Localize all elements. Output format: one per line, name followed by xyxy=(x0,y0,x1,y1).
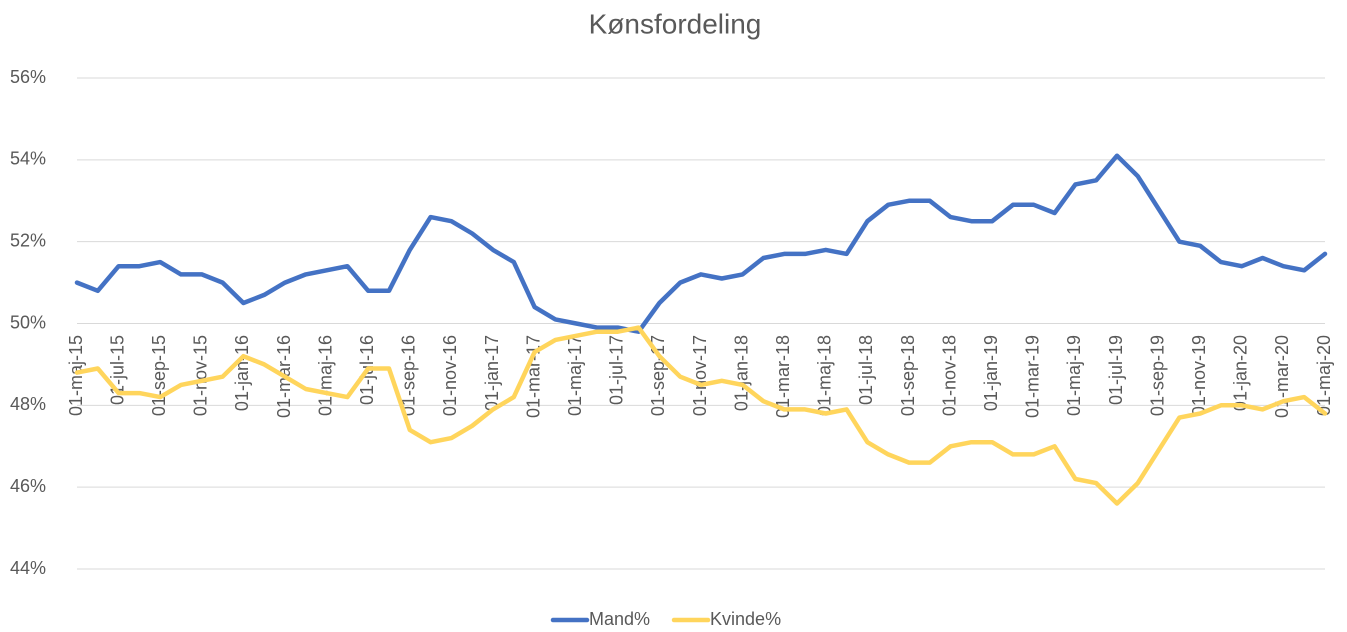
x-tick-label: 01-jan-20 xyxy=(1231,335,1251,411)
x-tick-label: 01-maj-19 xyxy=(1064,335,1084,416)
y-tick-label: 46% xyxy=(10,476,46,496)
legend-label: Mand% xyxy=(589,609,650,629)
y-tick-label: 50% xyxy=(10,312,46,332)
x-tick-label: 01-nov-15 xyxy=(191,335,211,416)
line-series xyxy=(74,325,1328,506)
y-tick-label: 52% xyxy=(10,230,46,250)
x-tick-label: 01-jan-19 xyxy=(981,335,1001,411)
x-tick-label: 01-mar-17 xyxy=(523,335,543,418)
y-tick-label: 54% xyxy=(10,149,46,169)
chart-title: Kønsfordeling xyxy=(589,8,762,39)
x-tick-label: 01-mar-20 xyxy=(1272,335,1292,418)
x-tick-label: 01-sep-15 xyxy=(149,335,169,416)
x-tick-label: 01-jul-17 xyxy=(607,335,627,405)
x-tick-label: 01-maj-15 xyxy=(66,335,86,416)
x-tick-label: 01-nov-19 xyxy=(1189,335,1209,416)
x-tick-label: 01-jan-18 xyxy=(731,335,751,411)
x-tick-label: 01-maj-17 xyxy=(565,335,585,416)
x-tick-label: 01-jan-17 xyxy=(482,335,502,411)
x-tick-label: 01-sep-17 xyxy=(648,335,668,416)
line-series xyxy=(74,153,1328,334)
x-tick-label: 01-nov-16 xyxy=(440,335,460,416)
x-tick-label: 01-mar-18 xyxy=(773,335,793,418)
x-tick-label: 01-nov-18 xyxy=(939,335,959,416)
x-tick-label: 01-jan-16 xyxy=(232,335,252,411)
x-tick-label: 01-maj-20 xyxy=(1314,335,1334,416)
x-tick-label: 01-sep-19 xyxy=(1147,335,1167,416)
x-tick-label: 01-maj-16 xyxy=(315,335,335,416)
y-tick-label: 44% xyxy=(10,558,46,578)
x-tick-label: 01-sep-16 xyxy=(399,335,419,416)
legend-label: Kvinde% xyxy=(710,609,781,629)
x-tick-label: 01-nov-17 xyxy=(690,335,710,416)
x-tick-label: 01-jul-19 xyxy=(1106,335,1126,405)
x-tick-label: 01-jul-18 xyxy=(856,335,876,405)
x-tick-label: 01-mar-19 xyxy=(1023,335,1043,418)
y-tick-label: 56% xyxy=(10,67,46,87)
y-tick-label: 48% xyxy=(10,394,46,414)
x-tick-label: 01-maj-18 xyxy=(815,335,835,416)
x-tick-label: 01-sep-18 xyxy=(898,335,918,416)
